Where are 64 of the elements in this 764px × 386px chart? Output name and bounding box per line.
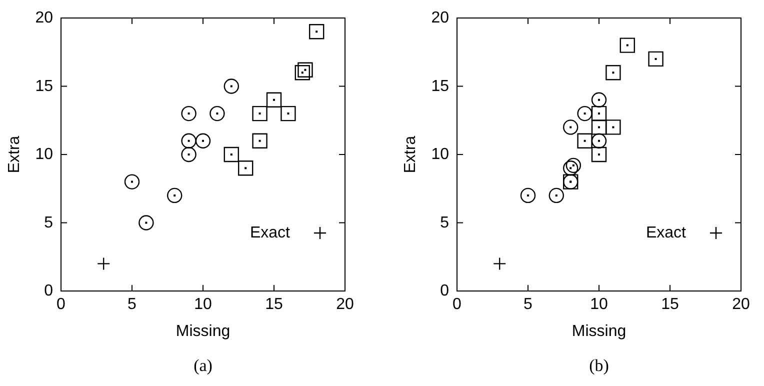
point [181, 133, 196, 148]
point [591, 146, 607, 162]
point [252, 106, 268, 122]
x-tick-label: 10 [194, 296, 212, 313]
x-axis-title: Missing [176, 323, 230, 340]
legend-label: Exact [646, 224, 687, 242]
x-tick-label: 0 [56, 296, 66, 313]
y-tick-label: 0 [440, 282, 450, 300]
y-axis-title: Extra [402, 136, 419, 174]
point [566, 158, 582, 174]
y-tick-label: 10 [431, 146, 450, 163]
point [238, 160, 254, 176]
point [577, 133, 592, 148]
point [520, 188, 536, 204]
y-tick-label: 20 [35, 10, 54, 26]
legend-label: Exact [250, 224, 291, 242]
point [181, 146, 196, 162]
point [606, 65, 621, 80]
x-tick-label: 0 [452, 296, 462, 313]
y-tick-label: 15 [35, 78, 54, 95]
point [620, 38, 635, 53]
point [493, 257, 506, 270]
point [591, 106, 607, 122]
text: (a) [194, 356, 212, 375]
point [138, 215, 154, 230]
point [294, 65, 310, 80]
point [224, 78, 239, 94]
point [266, 92, 282, 108]
point [577, 106, 592, 122]
point [280, 106, 296, 122]
point [591, 92, 607, 108]
point [298, 62, 313, 78]
point [563, 120, 578, 135]
x-tick-label: 20 [336, 296, 354, 313]
point [648, 51, 664, 67]
y-tick-label: 20 [431, 10, 450, 26]
point [224, 146, 239, 162]
x-axis-title: Missing [572, 323, 626, 340]
point [181, 106, 196, 122]
point [548, 188, 564, 204]
point [195, 133, 211, 148]
y-tick-label: 0 [44, 282, 54, 300]
y-tick-label: 5 [44, 214, 54, 232]
point [210, 106, 225, 122]
point [606, 120, 621, 135]
y-tick-label: 15 [431, 78, 450, 95]
point [167, 188, 182, 204]
point [252, 133, 268, 148]
x-tick-label: 20 [732, 296, 750, 313]
y-axis-title: Extra [6, 136, 23, 174]
point [97, 257, 110, 270]
point [591, 133, 607, 148]
x-tick-label: 5 [524, 296, 533, 313]
y-tick-label: 10 [35, 146, 54, 163]
x-tick-label: 10 [590, 296, 608, 313]
x-tick-label: 5 [128, 296, 137, 313]
point [563, 160, 578, 176]
point [124, 174, 140, 190]
y-tick-label: 5 [440, 214, 450, 232]
point [309, 24, 324, 40]
x-tick-label: 15 [661, 296, 679, 313]
text: (b) [589, 356, 609, 375]
x-tick-label: 15 [265, 296, 283, 313]
point [591, 120, 607, 135]
